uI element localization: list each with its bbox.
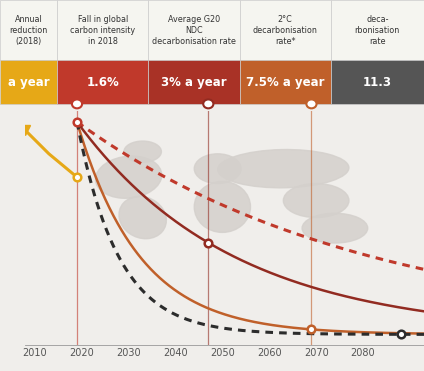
Ellipse shape bbox=[194, 154, 241, 184]
Text: 1.6%: 1.6% bbox=[86, 76, 119, 89]
Ellipse shape bbox=[119, 196, 166, 239]
Text: deca-
rbonisation
rate: deca- rbonisation rate bbox=[355, 14, 400, 46]
Text: Average G20
NDC
decarbonisation rate: Average G20 NDC decarbonisation rate bbox=[152, 14, 236, 46]
Ellipse shape bbox=[124, 141, 162, 162]
Text: 3% a year: 3% a year bbox=[161, 76, 227, 89]
Text: 2°C
decarbonisation
rate*: 2°C decarbonisation rate* bbox=[253, 14, 318, 46]
Text: Fall in global
carbon intensity
in 2018: Fall in global carbon intensity in 2018 bbox=[70, 14, 135, 46]
Ellipse shape bbox=[95, 156, 162, 198]
Text: Annual
reduction
(2018): Annual reduction (2018) bbox=[9, 14, 48, 46]
Text: 11.3: 11.3 bbox=[363, 76, 392, 89]
Ellipse shape bbox=[302, 213, 368, 243]
Text: a year: a year bbox=[8, 76, 50, 89]
Text: 7.5% a year: 7.5% a year bbox=[246, 76, 324, 89]
Ellipse shape bbox=[283, 184, 349, 217]
Ellipse shape bbox=[218, 150, 349, 188]
Ellipse shape bbox=[194, 181, 251, 232]
